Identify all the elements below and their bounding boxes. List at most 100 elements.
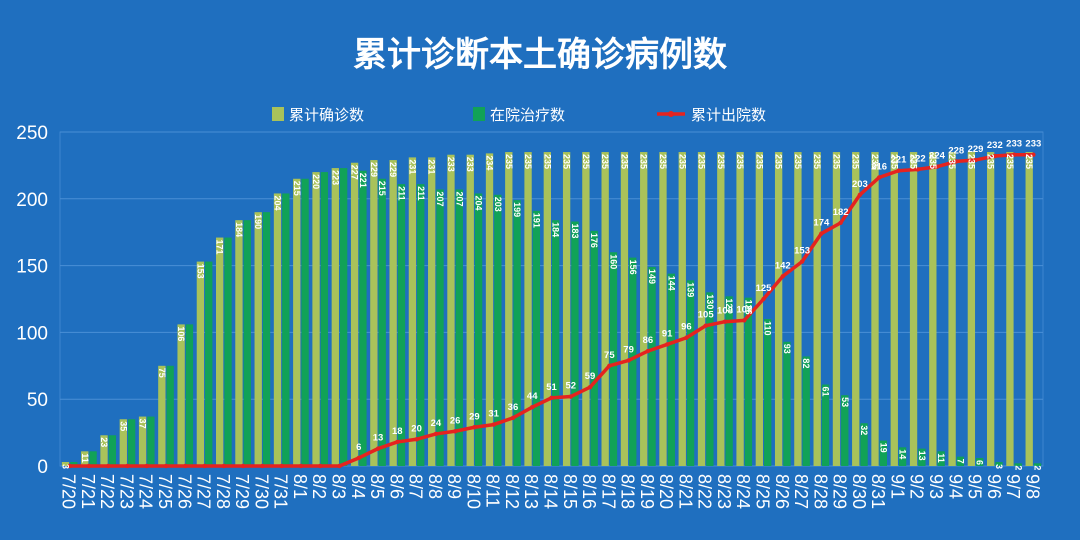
bar-cumulative — [196, 261, 205, 466]
bar-hospital — [262, 212, 271, 466]
x-tick-label: 7/31 — [271, 474, 291, 509]
x-axis: 7/20 7/21 7/22 7/23 7/24 7/25 7/26 7/27 7/28 7/29… — [59, 474, 1043, 509]
label-cumulative: 190 — [253, 214, 263, 229]
label-discharged: 36 — [508, 402, 519, 413]
discharged-point — [876, 175, 882, 180]
bar-cumulative — [774, 152, 783, 467]
discharged-point — [472, 425, 477, 430]
discharged-point — [433, 431, 439, 437]
label-hospital: 176 — [589, 233, 599, 248]
bar-cumulative — [620, 152, 629, 467]
label-cumulative: 235 — [947, 154, 957, 169]
bar-hospital — [436, 189, 444, 466]
discharged-point — [510, 415, 516, 421]
bar-hospital — [706, 292, 714, 466]
x-tick-label: 9/4 — [945, 474, 965, 499]
legend-item: 累计确诊数 — [272, 107, 364, 124]
x-tick-label: 8/17 — [598, 474, 618, 509]
discharged-point — [799, 259, 805, 264]
bar-cumulative — [273, 193, 282, 466]
label-hospital: 203 — [493, 197, 503, 212]
x-tick-label: 8/31 — [868, 474, 888, 509]
bar-cumulative — [216, 237, 224, 466]
bar-cumulative — [370, 160, 378, 466]
bar-hospital — [513, 200, 521, 467]
label-hospital: 184 — [551, 222, 561, 237]
discharged-point — [664, 342, 670, 347]
label-hospital: 211 — [416, 186, 426, 201]
bar-hospital — [860, 423, 868, 466]
discharged-point — [703, 323, 708, 328]
x-tick-label: 7/25 — [155, 474, 175, 509]
y-tick-label: 50 — [27, 390, 48, 411]
label-discharged: 233 — [1006, 139, 1022, 150]
bar-hospital — [764, 319, 772, 466]
bar-cumulative — [485, 153, 494, 466]
x-tick-label: 9/6 — [984, 474, 1004, 499]
discharged-point — [742, 318, 747, 323]
bar-cumulative — [158, 365, 166, 466]
x-tick-label: 7/29 — [232, 474, 252, 509]
discharged-point — [125, 463, 130, 469]
label-discharged: 59 — [585, 371, 596, 382]
discharged-point — [86, 463, 92, 469]
label-discharged: 125 — [756, 283, 773, 294]
discharged-point — [183, 463, 188, 469]
bar-cumulative — [138, 416, 147, 466]
label-cumulative: 35 — [118, 421, 128, 431]
label-cumulative: 235 — [581, 154, 591, 169]
bar-cumulative — [1025, 152, 1033, 467]
bar-cumulative — [755, 152, 764, 467]
label-cumulative: 231 — [427, 159, 437, 174]
label-cumulative: 233 — [465, 157, 475, 172]
bar-hospital — [359, 170, 367, 466]
bar-hospital — [686, 280, 695, 466]
legend-label: 累计确诊数 — [289, 107, 364, 124]
label-hospital: 3 — [994, 464, 1004, 469]
bar-cumulative — [697, 152, 706, 467]
bar-cumulative — [505, 152, 513, 467]
label-hospital: 93 — [782, 344, 792, 354]
bar-hospital — [301, 178, 309, 466]
bar-cumulative — [678, 152, 686, 467]
bar-hospital — [937, 451, 945, 466]
bar-cumulative — [81, 451, 89, 466]
x-tick-label: 8/9 — [444, 474, 464, 499]
label-cumulative: 235 — [677, 154, 687, 169]
bar-cumulative — [61, 461, 70, 466]
label-cumulative: 184 — [234, 222, 244, 237]
label-cumulative: 171 — [215, 240, 225, 255]
label-hospital: 126 — [743, 300, 753, 315]
bar-cumulative — [543, 152, 551, 467]
bar-cumulative — [447, 154, 455, 466]
label-discharged: 153 — [794, 246, 810, 257]
x-tick-label: 8/7 — [406, 474, 426, 499]
label-discharged: 229 — [968, 144, 984, 155]
discharged-point — [626, 358, 631, 363]
label-discharged: 232 — [987, 140, 1003, 151]
x-tick-label: 8/28 — [810, 474, 830, 509]
label-cumulative: 235 — [600, 154, 610, 169]
discharged-point — [819, 231, 824, 236]
label-cumulative: 235 — [909, 154, 919, 169]
discharged-point — [838, 220, 843, 226]
label-hospital: 191 — [531, 213, 541, 228]
bar-cumulative — [986, 152, 995, 467]
label-discharged: 216 — [871, 161, 887, 172]
label-cumulative: 235 — [639, 154, 649, 169]
x-tick-label: 8/3 — [328, 474, 348, 499]
label-hospital: 149 — [647, 269, 657, 284]
label-discharged: 222 — [910, 153, 926, 164]
bar-hospital — [648, 266, 656, 466]
bar-cumulative — [100, 435, 108, 466]
label-discharged: 31 — [488, 409, 499, 420]
x-tick-label: 7/26 — [174, 474, 194, 509]
bar-hospital — [725, 296, 733, 466]
label-discharged: 174 — [813, 218, 830, 229]
label-cumulative: 231 — [407, 159, 417, 174]
label-discharged: 221 — [891, 155, 908, 166]
bar-hospital — [956, 456, 965, 466]
bar-cumulative — [929, 152, 937, 467]
bar-hospital — [243, 220, 251, 466]
